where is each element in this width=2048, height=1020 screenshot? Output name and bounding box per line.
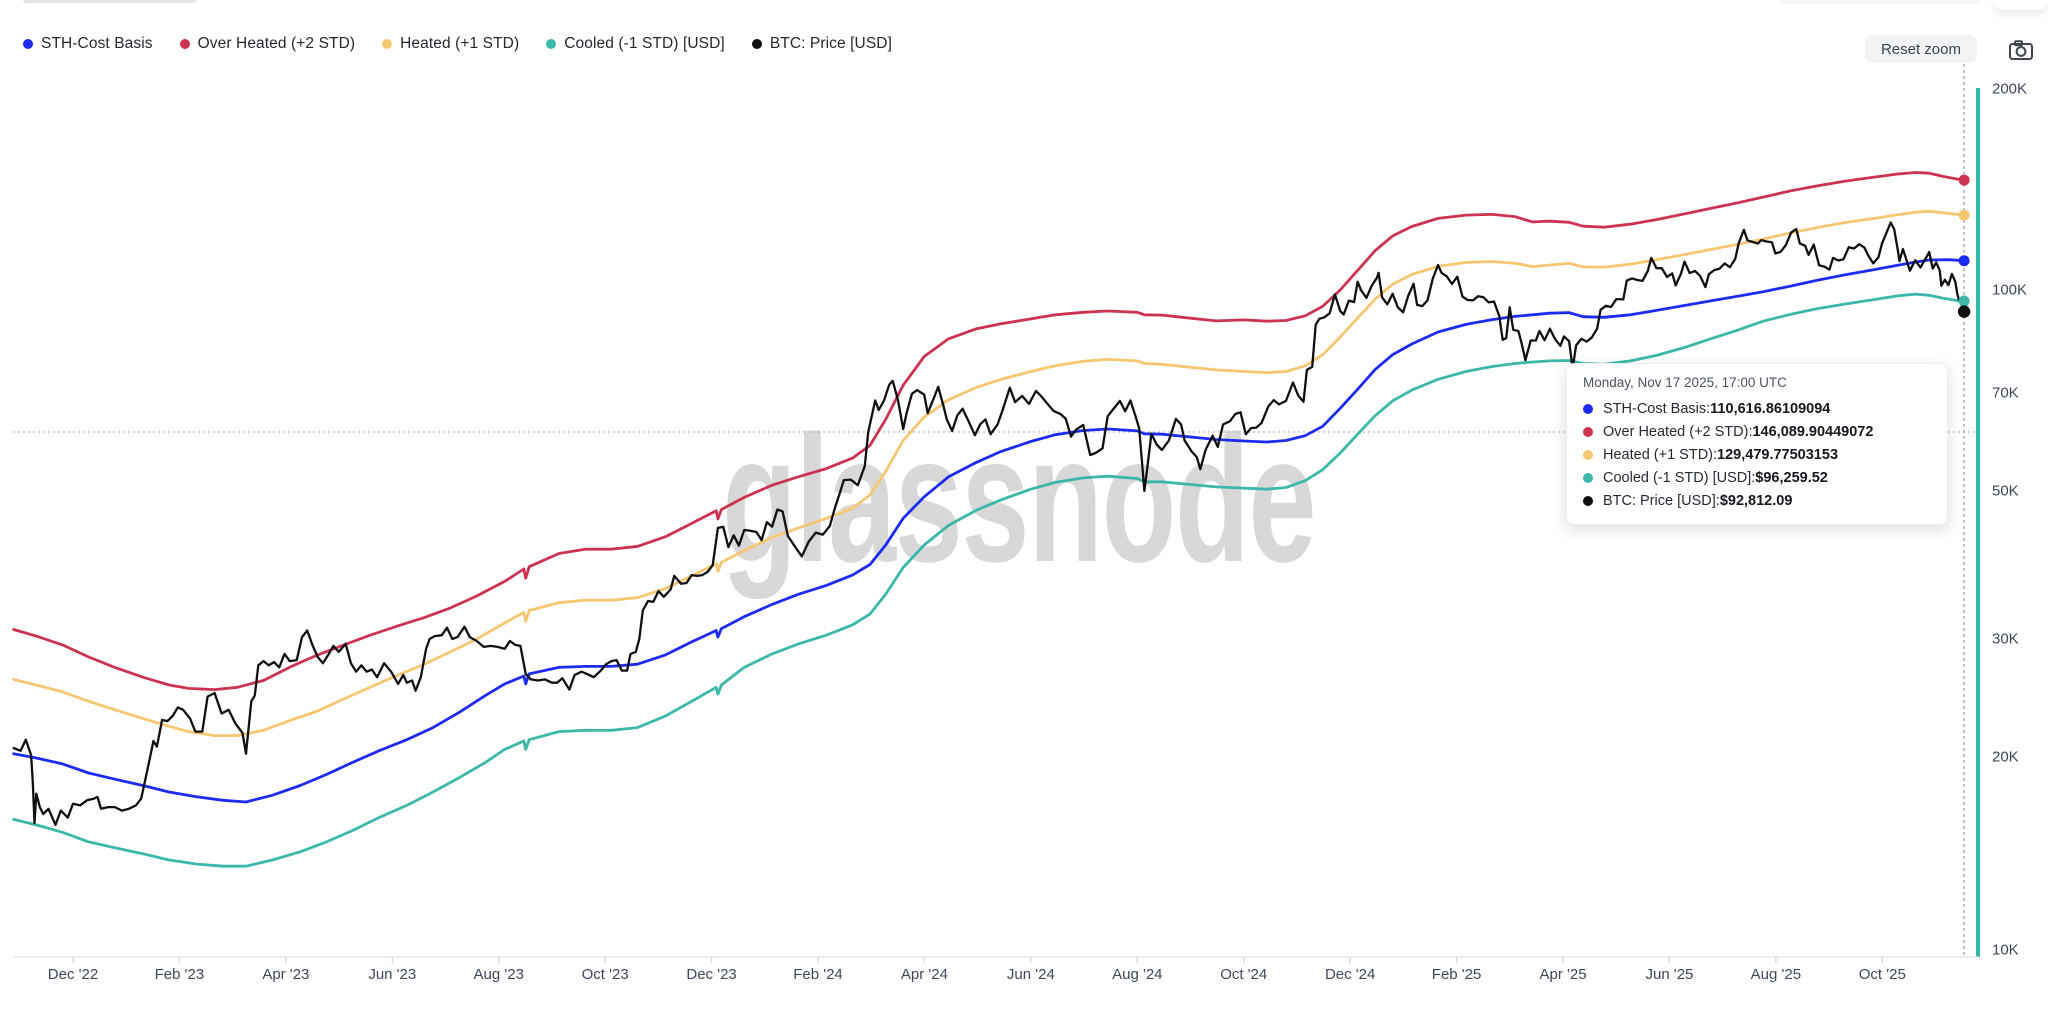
tooltip-series-dot-icon <box>1583 495 1593 506</box>
series-end-dot <box>1958 209 1970 221</box>
reset-zoom-button[interactable]: Reset zoom <box>1864 35 1977 63</box>
top-cutoff-card <box>1995 0 2048 10</box>
x-axis-tick-label: Dec '24 <box>1324 966 1376 983</box>
legend-color-dot-icon <box>23 39 33 49</box>
y-axis-tick-label: 100K <box>1992 281 2028 299</box>
legend-label: Over Heated (+2 STD) <box>197 35 356 52</box>
legend-color-dot-icon <box>179 39 190 49</box>
legend-color-dot-icon <box>382 39 393 49</box>
series-end-dot <box>1958 295 1970 307</box>
y-axis-tick-label: 30K <box>1992 630 2019 648</box>
series-line <box>12 292 1966 868</box>
y-axis-tick-label: 200K <box>1992 80 2028 98</box>
tooltip-row: Over Heated (+2 STD): 146,089.90449072 <box>1583 420 1931 443</box>
legend-item-cooled-1-std-usd[interactable]: Cooled (-1 STD) [USD] <box>546 35 725 53</box>
y-axis-tick-label: 10K <box>1992 941 2019 959</box>
tooltip-series-value: 129,479.77503153 <box>1717 446 1839 463</box>
tooltip-series-dot-icon <box>1583 472 1593 483</box>
y-axis-tick-label: 20K <box>1992 748 2019 766</box>
tooltip-row: Heated (+1 STD): 129,479.77503153 <box>1583 443 1931 466</box>
tooltip-row: BTC: Price [USD]: $92,812.09 <box>1583 489 1931 512</box>
x-axis-tick-label: Jun '23 <box>368 966 417 983</box>
x-axis-tick-label: Aug '23 <box>473 966 524 983</box>
legend-label: Heated (+1 STD) <box>400 35 520 52</box>
legend: STH-Cost Basis Over Heated (+2 STD) Heated… <box>23 32 892 56</box>
tooltip-series-label: BTC: Price [USD]: <box>1603 492 1720 509</box>
legend-label: Cooled (-1 STD) [USD] <box>564 35 725 52</box>
legend-item-heated-1-std[interactable]: Heated (+1 STD) <box>382 35 519 53</box>
series-line <box>12 171 1966 691</box>
tooltip-series-value: $96,259.52 <box>1755 469 1828 486</box>
top-cutoff-element-right <box>1781 0 1980 4</box>
x-axis-tick-label: Aug '24 <box>1112 966 1163 983</box>
x-axis-tick-label: Oct '24 <box>1220 966 1268 983</box>
tooltip-row: Cooled (-1 STD) [USD]: $96,259.52 <box>1583 466 1931 489</box>
tooltip-row: STH-Cost Basis: 110,616.86109094 <box>1583 397 1931 420</box>
series-line <box>12 221 1966 827</box>
legend-label: BTC: Price [USD] <box>769 35 892 52</box>
tooltip-rows: STH-Cost Basis: 110,616.86109094 Over Hea… <box>1583 397 1931 512</box>
x-axis-tick-label: Apr '23 <box>262 966 310 983</box>
series-line <box>12 209 1966 737</box>
x-axis-tick-label: Jun '24 <box>1006 966 1055 983</box>
tooltip-timestamp: Monday, Nov 17 2025, 17:00 UTC <box>1583 375 1787 390</box>
x-axis-tick-label: Apr '25 <box>1539 966 1587 983</box>
tooltip-series-value: 110,616.86109094 <box>1710 400 1831 417</box>
series-end-dot <box>1958 174 1970 186</box>
tooltip-series-label: Cooled (-1 STD) [USD]: <box>1603 469 1756 486</box>
legend-label: STH-Cost Basis <box>41 35 153 52</box>
tooltip-series-dot-icon <box>1583 426 1593 437</box>
x-axis-tick-label: Feb '25 <box>1431 966 1482 983</box>
hover-tooltip: Monday, Nov 17 2025, 17:00 UTC STH-Cost … <box>1566 363 1948 525</box>
y-axis-tick-label: 70K <box>1992 384 2019 402</box>
legend-color-dot-icon <box>751 39 762 49</box>
x-axis-tick-label: Aug '25 <box>1750 966 1802 983</box>
tooltip-series-label: STH-Cost Basis: <box>1603 400 1711 417</box>
x-axis-tick-label: Feb '24 <box>793 966 843 983</box>
x-axis-tick-label: Jun '25 <box>1645 966 1694 983</box>
camera-button[interactable] <box>2006 38 2036 62</box>
x-axis-tick-label: Dec '22 <box>47 966 99 983</box>
top-cutoff-element-left <box>23 0 197 3</box>
tooltip-series-value: 146,089.90449072 <box>1752 423 1874 440</box>
series-end-dot <box>1957 305 1971 318</box>
legend-item-btc-price-usd[interactable]: BTC: Price [USD] <box>751 35 892 53</box>
y-axis-tick-label: 50K <box>1992 482 2019 500</box>
x-axis-tick-label: Dec '23 <box>686 966 737 983</box>
tooltip-series-dot-icon <box>1583 449 1593 460</box>
x-axis-tick-label: Oct '23 <box>581 966 629 983</box>
tooltip-series-dot-icon <box>1583 403 1593 414</box>
tooltip-series-label: Over Heated (+2 STD): <box>1603 423 1753 440</box>
series-line <box>12 258 1966 804</box>
legend-item-sth-cost-basis[interactable]: STH-Cost Basis <box>23 35 153 53</box>
legend-item-over-heated-2-std[interactable]: Over Heated (+2 STD) <box>179 35 356 53</box>
series-end-dot <box>1958 255 1970 267</box>
tooltip-series-value: $92,812.09 <box>1719 492 1793 509</box>
camera-icon <box>2007 40 2035 65</box>
tooltip-series-label: Heated (+1 STD): <box>1603 446 1718 463</box>
x-axis-tick-label: Feb '23 <box>154 966 205 983</box>
x-axis-tick-label: Apr '24 <box>900 966 948 983</box>
x-axis-tick-label: Oct '25 <box>1858 966 1906 983</box>
legend-color-dot-icon <box>546 39 557 49</box>
